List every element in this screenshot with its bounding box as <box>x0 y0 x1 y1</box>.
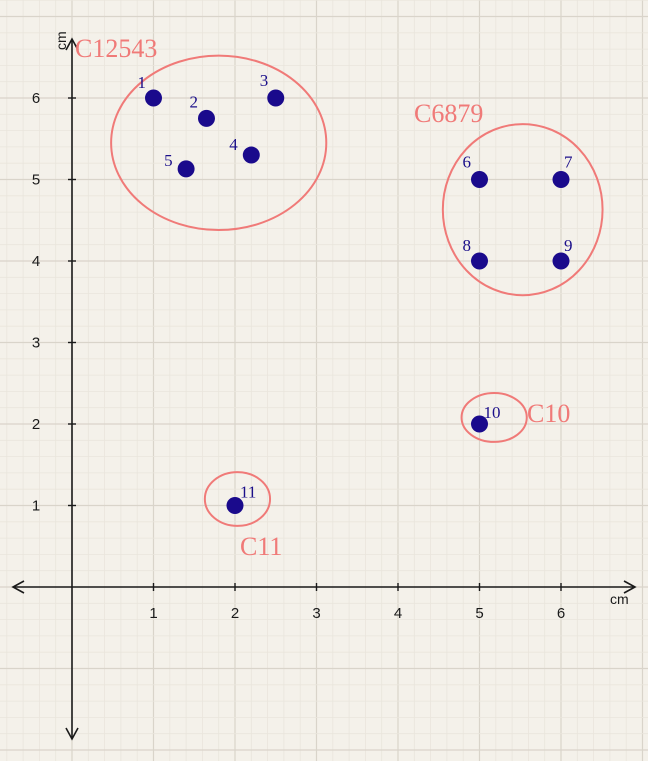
data-point <box>145 89 162 107</box>
y-tick-label: 3 <box>32 335 40 352</box>
point-label: 11 <box>240 483 256 502</box>
points <box>145 89 570 514</box>
x-axis-arrow-right <box>623 580 637 594</box>
cluster-ellipse <box>460 392 528 443</box>
y-axis-unit: cm <box>53 31 69 50</box>
y-tick-label: 5 <box>32 172 40 189</box>
axes: cm cm <box>11 31 637 741</box>
point-label: 5 <box>164 151 173 170</box>
point-label: 7 <box>564 153 573 172</box>
x-tick-label: 2 <box>231 605 239 622</box>
clusters <box>110 54 604 527</box>
y-tick-label: 2 <box>32 416 40 433</box>
ticks: 1 2 3 4 5 6 1 2 3 4 5 6 <box>32 90 565 622</box>
point-label: 8 <box>463 236 472 255</box>
y-tick-label: 6 <box>32 90 40 107</box>
y-axis-arrow-down <box>65 727 79 741</box>
data-point <box>471 415 488 433</box>
x-tick-label: 3 <box>312 605 320 622</box>
data-point <box>552 252 570 270</box>
cluster-label: C11 <box>240 532 282 561</box>
labels: C12543 C6879 C10 C11 1 2 3 4 5 6 7 8 9 10 11 <box>75 34 573 561</box>
x-tick-label: 6 <box>557 605 565 622</box>
x-axis-unit: cm <box>610 591 629 607</box>
x-tick-label: 1 <box>149 605 157 622</box>
x-tick-label: 5 <box>475 605 483 622</box>
x-axis-arrow-left <box>11 580 25 594</box>
x-tick-label: 4 <box>394 605 402 622</box>
point-label: 6 <box>463 153 472 172</box>
point-label: 2 <box>189 92 198 111</box>
data-point <box>471 252 488 270</box>
point-label: 1 <box>138 73 147 92</box>
y-tick-label: 4 <box>32 253 40 270</box>
y-axis-arrow-up <box>65 37 79 51</box>
y-tick-label: 1 <box>32 498 40 515</box>
point-label: 10 <box>484 403 501 422</box>
data-point <box>242 146 260 164</box>
cluster-label: C6879 <box>414 99 483 128</box>
point-label: 9 <box>564 236 573 255</box>
data-point <box>471 171 488 188</box>
data-point <box>177 160 195 178</box>
cluster-ellipse <box>110 54 328 232</box>
data-point <box>226 497 244 514</box>
cluster-label: C10 <box>527 399 570 428</box>
point-label: 3 <box>260 71 269 90</box>
point-label: 4 <box>229 135 238 154</box>
cluster-label: C12543 <box>75 34 157 63</box>
data-point <box>197 109 215 127</box>
data-point <box>267 89 285 107</box>
cluster-ellipse <box>203 471 272 527</box>
cluster-ellipse <box>441 123 604 297</box>
data-point <box>552 171 570 188</box>
